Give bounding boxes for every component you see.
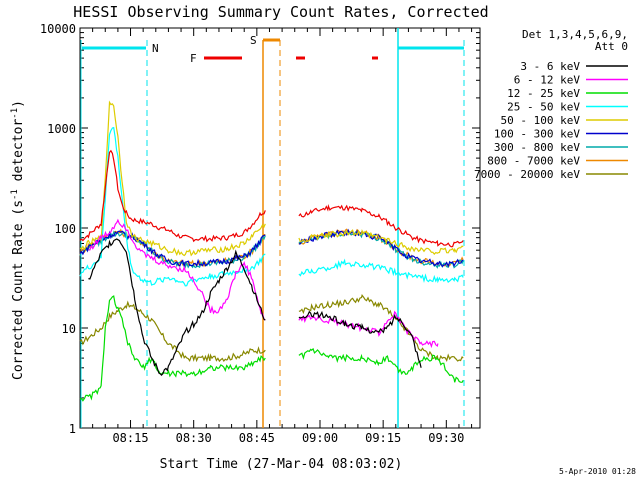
series-line-6-12- [88, 218, 266, 321]
y-tick-label: 1000 [47, 122, 76, 136]
series-line-3-6- [88, 238, 266, 376]
series-line-3-6--b [298, 310, 422, 368]
y-axis-label: Corrected Count Rate (s-1 detector-1) [10, 100, 26, 380]
observing-flags: N F S [80, 28, 465, 428]
legend-label: 3 - 6 keV [520, 60, 580, 73]
legend-label: 800 - 7000 keV [487, 155, 580, 168]
legend-label: 100 - 300 keV [494, 128, 580, 141]
timestamp: 5-Apr-2010 01:28 [559, 467, 636, 476]
series-line-25-50- [79, 126, 266, 287]
y-tick-label: 1 [69, 422, 76, 436]
y-tick-label: 10000 [40, 22, 76, 36]
legend-header: Att 0 [595, 40, 628, 53]
legend-label: 50 - 100 keV [501, 114, 581, 127]
legend-header: Det 1,3,4,5,6,9, [522, 28, 628, 41]
legend-label: 6 - 12 keV [514, 74, 581, 87]
flare-rate-line-b [298, 204, 464, 248]
flare-flag-label: F [190, 52, 197, 65]
x-tick-label: 08:15 [112, 431, 148, 445]
series-line-7000-20000- [79, 300, 266, 363]
x-axis-label: Start Time (27-Mar-04 08:03:02) [160, 457, 403, 472]
x-tick-label: 09:30 [428, 431, 464, 445]
x-tick-label: 08:30 [176, 431, 212, 445]
legend-label: 12 - 25 keV [507, 87, 580, 100]
legend-label: 300 - 800 keV [494, 141, 580, 154]
plot-axes: 08:15 08:30 08:45 09:00 09:15 09:30 1 10 100 1000… [40, 22, 481, 445]
series-line-300-800- [79, 230, 266, 269]
series-lines [79, 100, 464, 402]
series-line-50-100--b [298, 229, 464, 256]
series-line-100-300- [79, 230, 266, 268]
legend-label: 25 - 50 keV [507, 101, 580, 114]
y-tick-label: 100 [54, 222, 76, 236]
series-line-50-100- [79, 100, 266, 257]
flare-rate-line [79, 149, 266, 243]
series-line-12-25- [79, 295, 266, 402]
saa-flag-label: S [250, 34, 257, 47]
x-tick-label: 09:00 [302, 431, 338, 445]
series-line-12-25--b [298, 347, 464, 383]
chart-title: HESSI Observing Summary Count Rates, Cor… [73, 3, 488, 21]
x-tick-label: 08:45 [239, 431, 275, 445]
series-line-100-300--b [298, 228, 464, 268]
plot-frame [79, 27, 481, 429]
series-line-7000-20000--b [298, 293, 464, 362]
y-tick-label: 10 [62, 322, 76, 336]
x-tick-label: 09:15 [365, 431, 401, 445]
series-line-25-50--b [298, 258, 464, 284]
night-flag-label: N [152, 42, 159, 55]
legend-label: 7000 - 20000 keV [474, 168, 580, 181]
